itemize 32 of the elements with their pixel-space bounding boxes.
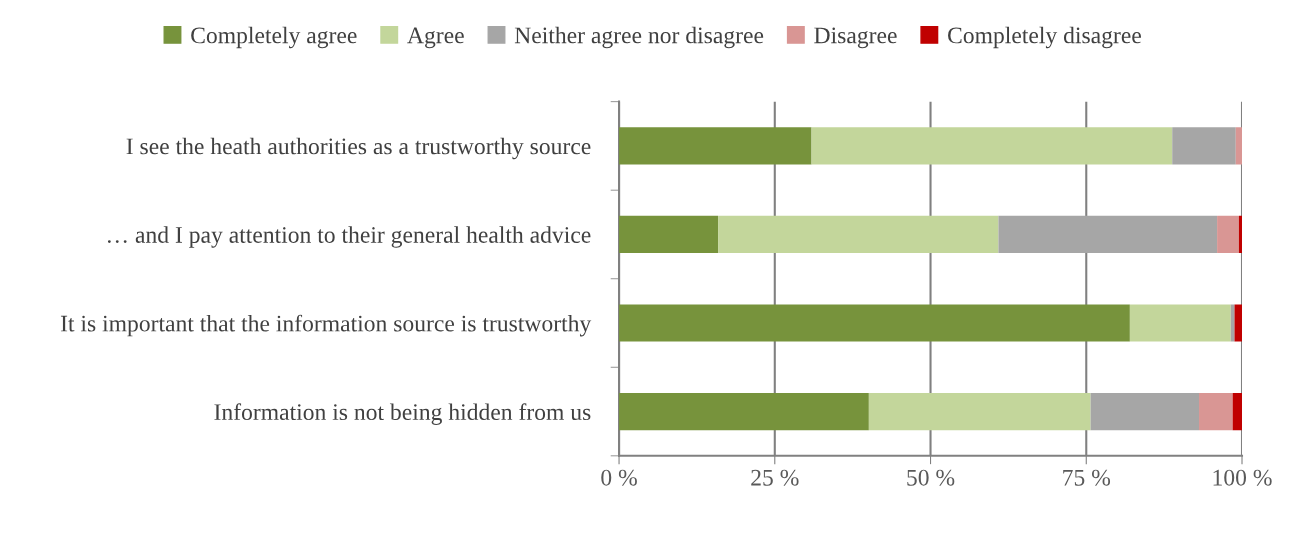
- bar: [619, 392, 869, 431]
- y-tick-label: Information is not being hidden from us: [214, 403, 591, 425]
- y-tick-label: … and I pay attention to their general health advice: [107, 226, 591, 248]
- bar: [619, 127, 812, 165]
- y-tick-label: I see the heath authorities as a trustworthy source: [126, 137, 591, 160]
- legend-label: Completely disagree: [948, 26, 1141, 49]
- bar: [868, 392, 1091, 431]
- bar: [1235, 127, 1243, 165]
- bar: [1090, 392, 1200, 431]
- bar: [1234, 304, 1243, 342]
- x-tick-label: 25 %: [751, 469, 799, 486]
- x-tick-label: 0 %: [601, 469, 637, 486]
- legend-label: Disagree: [814, 27, 897, 49]
- legend-label: Neither agree nor disagree: [514, 26, 764, 49]
- x-tick-label: 75 %: [1063, 469, 1111, 486]
- bar: [811, 127, 1173, 165]
- legend-label: Agree: [407, 27, 464, 49]
- bar: [1238, 215, 1243, 254]
- bar: [619, 304, 1130, 342]
- bar: [619, 215, 719, 254]
- bar: [718, 215, 999, 254]
- x-tick-label: 50 %: [907, 469, 955, 486]
- bar: [1199, 392, 1233, 431]
- bar: [998, 215, 1218, 254]
- bar: [1230, 304, 1235, 342]
- legend-label: Completely agree: [191, 26, 357, 49]
- bar: [1217, 215, 1239, 254]
- y-tick-label: It is important that the information source is trustworthy: [60, 314, 592, 337]
- bar: [1129, 304, 1231, 342]
- x-tick-label: 100 %: [1213, 469, 1272, 486]
- bar: [1232, 392, 1243, 431]
- bar: [1172, 127, 1236, 165]
